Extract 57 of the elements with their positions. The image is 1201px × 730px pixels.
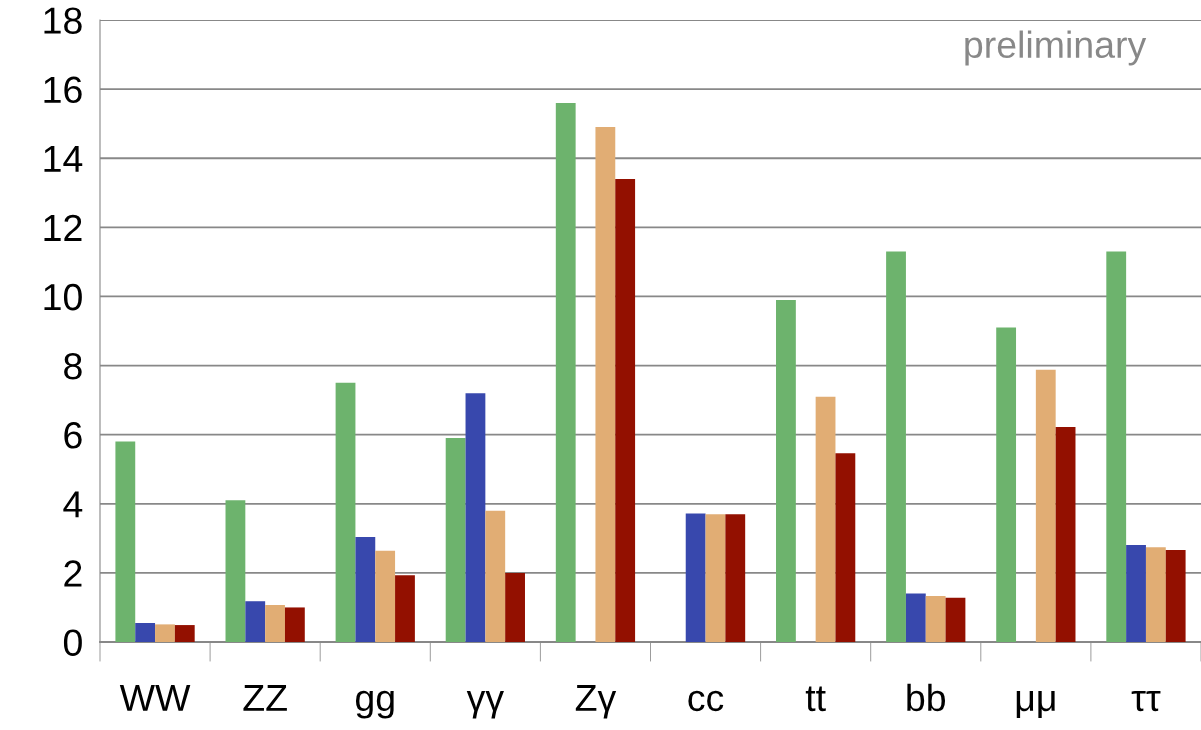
bar	[555, 102, 576, 642]
bar	[155, 624, 175, 642]
y-tick-label: 2	[64, 560, 82, 587]
bar	[925, 596, 946, 642]
bar	[375, 550, 396, 642]
bar	[465, 393, 486, 642]
y-tick-label: 16	[44, 76, 82, 104]
annotation: preliminary	[965, 30, 1147, 66]
y-tick-label: 12	[44, 214, 82, 241]
x-tick-label: ττ	[1131, 691, 1161, 712]
bar	[485, 510, 506, 642]
bar	[905, 593, 926, 642]
bar	[725, 514, 746, 642]
bar	[395, 575, 415, 642]
y-tick-label: 4	[63, 491, 83, 518]
bar	[1145, 547, 1166, 642]
bar	[284, 607, 305, 642]
x-tick-label: bb	[907, 683, 946, 712]
x-tick-label: gg	[355, 690, 394, 719]
bar	[505, 572, 525, 642]
bar	[815, 396, 836, 642]
bar	[355, 536, 376, 642]
bar	[445, 438, 466, 642]
bar	[1165, 550, 1186, 642]
bar	[945, 597, 966, 642]
x-tick-label: ZZ	[243, 685, 287, 711]
y-tick-label: 14	[44, 146, 83, 172]
bar	[335, 382, 356, 642]
y-tick-label: 6	[64, 422, 82, 449]
bar	[685, 513, 706, 642]
y-tick-label: 18	[44, 7, 82, 34]
bar	[595, 127, 616, 642]
bar	[615, 178, 636, 642]
bar	[835, 453, 856, 642]
y-tick-label: 0	[63, 629, 82, 656]
y-tick-label: 8	[64, 352, 82, 380]
x-tick-label: Zγ	[575, 685, 617, 719]
bar	[886, 251, 906, 642]
bar	[1055, 427, 1076, 642]
bar	[705, 514, 726, 642]
bar	[245, 601, 266, 642]
bar	[115, 441, 136, 642]
bar	[1126, 544, 1146, 642]
bar	[1106, 251, 1127, 642]
bar	[174, 625, 195, 642]
x-tick-label: γγ	[466, 691, 504, 719]
x-tick-label: μμ	[1016, 691, 1055, 719]
x-tick-label: cc	[688, 690, 724, 712]
bar	[225, 500, 246, 642]
bar	[135, 622, 156, 642]
x-tick-label: WW	[119, 685, 191, 711]
bar	[1035, 369, 1056, 642]
bar	[265, 605, 285, 642]
x-tick-label: tt	[805, 686, 826, 712]
bar	[776, 299, 796, 642]
bar	[996, 327, 1017, 642]
y-tick-label: 10	[44, 283, 82, 311]
